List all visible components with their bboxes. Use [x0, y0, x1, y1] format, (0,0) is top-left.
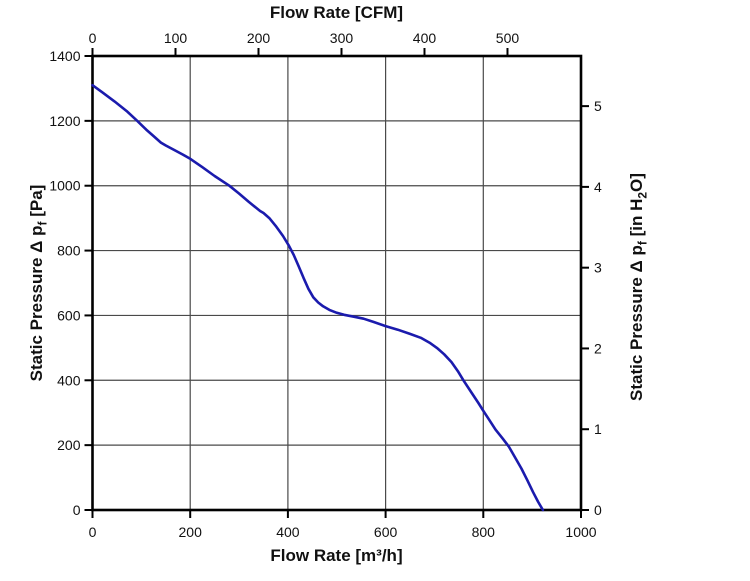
right-axis-tick-label: 2 [594, 340, 602, 356]
left-axis-tick-label: 200 [57, 437, 81, 453]
top-axis-tick-label: 100 [164, 30, 188, 46]
left-axis-tick-label: 1000 [49, 178, 80, 194]
right-axis-tick-label: 0 [594, 502, 602, 518]
bottom-axis-tick-label: 1000 [565, 524, 596, 540]
left-axis-tick-label: 1400 [49, 48, 80, 64]
right-axis-tick-label: 5 [594, 98, 602, 114]
left-axis-tick-label: 600 [57, 307, 81, 323]
bottom-axis-tick-label: 400 [276, 524, 300, 540]
top-axis-title: Flow Rate [CFM] [92, 3, 581, 23]
bottom-axis-title: Flow Rate [m³/h] [92, 546, 581, 566]
right-axis-tick-label: 1 [594, 421, 602, 437]
right-axis-tick-label: 4 [594, 179, 602, 195]
top-axis-tick-label: 300 [330, 30, 354, 46]
bottom-axis-tick-label: 600 [374, 524, 398, 540]
top-axis-tick-label: 400 [413, 30, 437, 46]
top-axis-tick-label: 0 [89, 30, 97, 46]
static-pressure-curve [91, 83, 545, 512]
bottom-axis-title-text: Flow Rate [m³/h] [270, 546, 403, 565]
bottom-axis-tick-label: 800 [472, 524, 496, 540]
right-axis-tick-label: 3 [594, 260, 602, 276]
bottom-axis-tick-label: 200 [179, 524, 203, 540]
left-axis-tick-label: 1200 [49, 113, 80, 129]
left-axis-tick-label: 400 [57, 372, 81, 388]
left-axis-tick-label: 800 [57, 243, 81, 259]
top-axis-title-text: Flow Rate [CFM] [269, 3, 404, 22]
bottom-axis-tick-label: 0 [89, 524, 97, 540]
top-axis-tick-label: 500 [496, 30, 520, 46]
left-axis-tick-label: 0 [73, 502, 81, 518]
top-axis-tick-label: 200 [247, 30, 271, 46]
plot-border [91, 54, 583, 512]
